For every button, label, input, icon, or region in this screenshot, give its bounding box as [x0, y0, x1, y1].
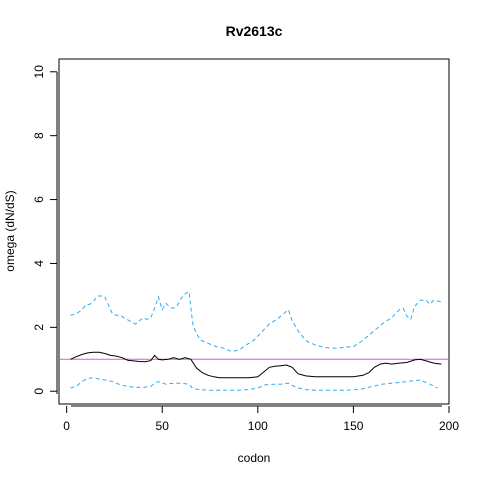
y-axis-label: omega (dN/dS): [3, 190, 17, 271]
y-axis-ticks: 0 2 4 6 8 10: [32, 65, 57, 395]
x-tick-label: 100: [248, 419, 268, 433]
series-line-2: [70, 377, 438, 391]
x-tick-label: 50: [156, 419, 170, 433]
y-tick-label: 6: [32, 196, 46, 203]
plot-frame: [58, 58, 450, 405]
x-tick-label: 150: [343, 419, 363, 433]
chart-title: Rv2613c: [226, 23, 283, 39]
y-tick-label: 0: [32, 388, 46, 395]
x-axis-ticks: 0 50 100 150 200: [63, 406, 459, 433]
x-axis-label: codon: [238, 451, 271, 465]
y-tick-label: 4: [32, 260, 46, 267]
series-line-0: [70, 351, 442, 379]
y-tick-label: 2: [32, 324, 46, 331]
y-tick-label: 10: [32, 65, 46, 79]
x-tick-label: 200: [439, 419, 459, 433]
x-tick-label: 0: [63, 419, 70, 433]
y-tick-label: 8: [32, 132, 46, 139]
series-line-1: [70, 290, 442, 352]
plot-area: [59, 290, 449, 391]
